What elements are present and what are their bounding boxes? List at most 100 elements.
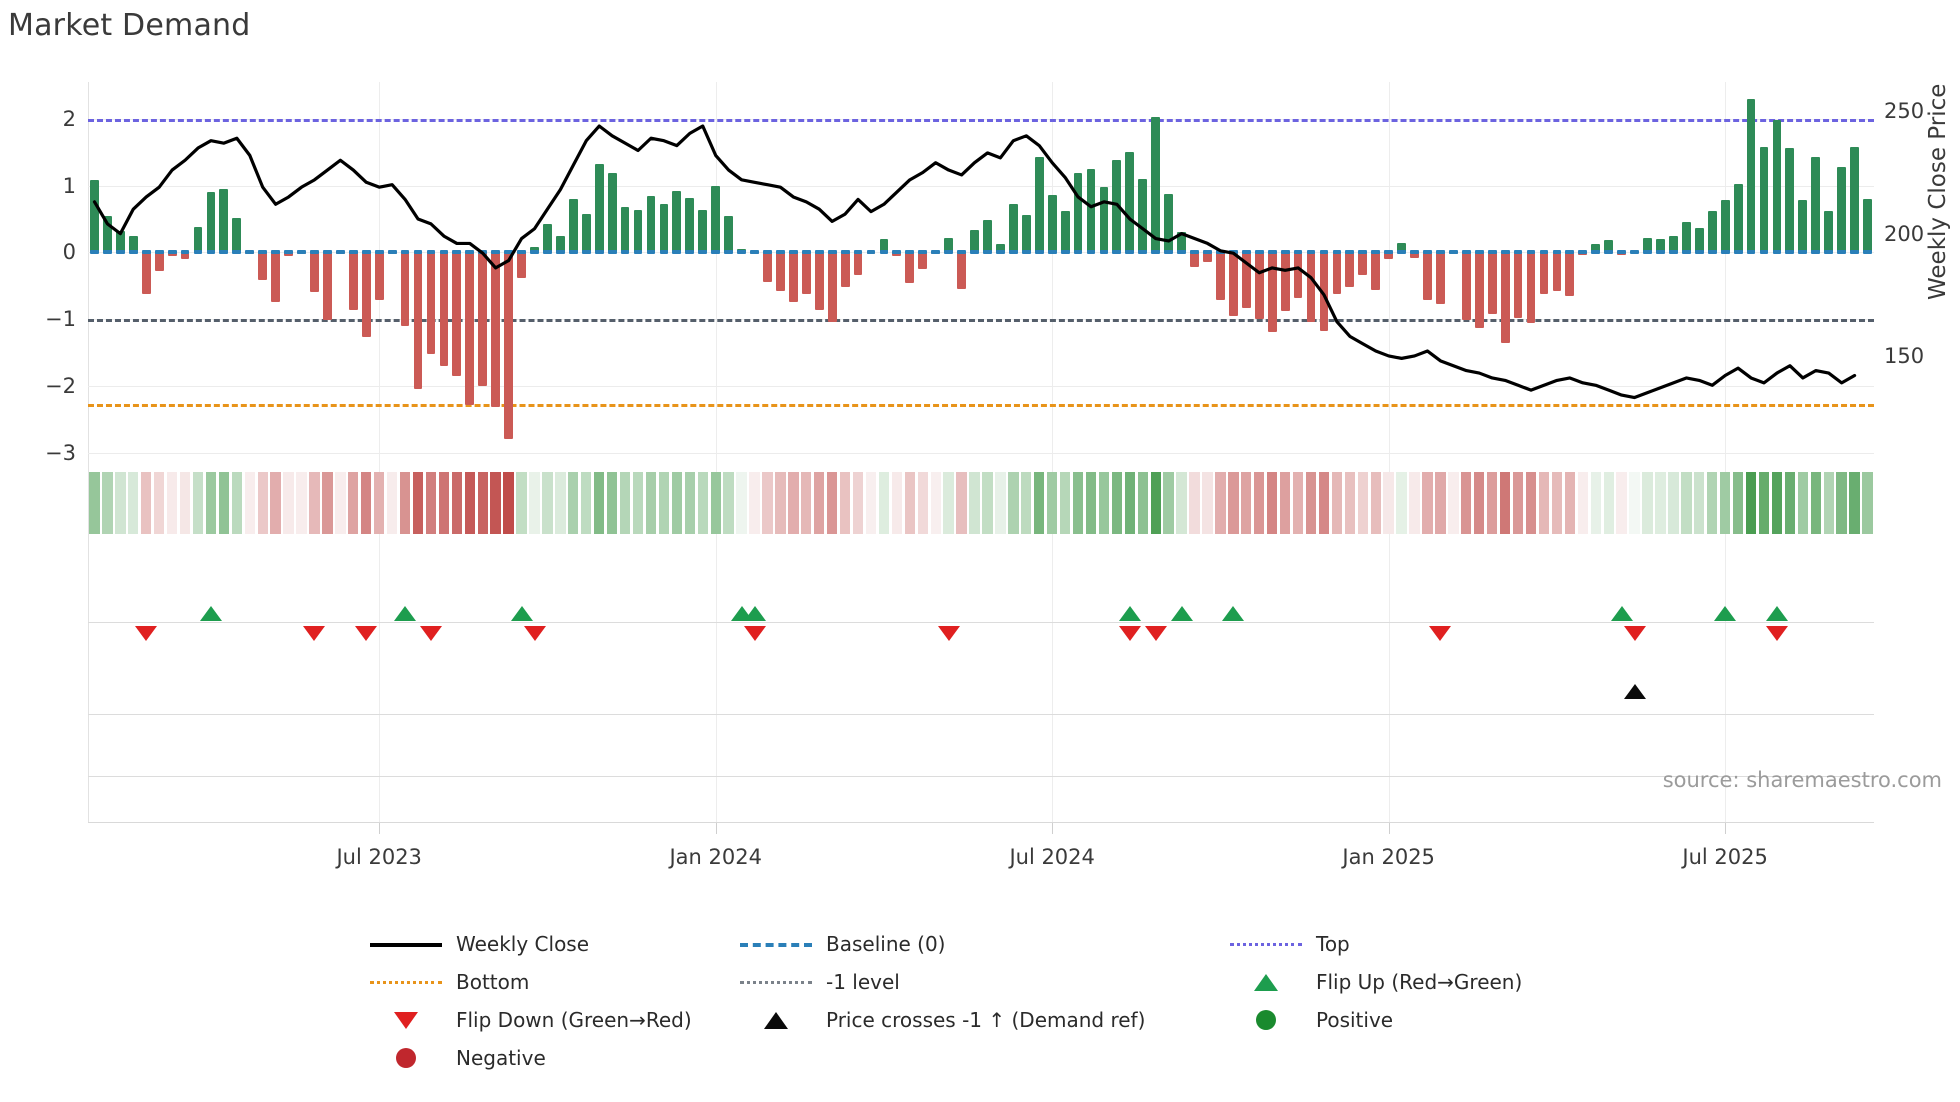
demand-bar	[996, 244, 1005, 253]
demand-bar	[128, 235, 138, 253]
heatmap-cell	[529, 472, 540, 534]
heatmap-cell	[154, 472, 165, 534]
demand-bar	[814, 252, 824, 310]
heatmap-cell	[1228, 472, 1239, 534]
legend-item[interactable]: Bottom	[370, 963, 740, 1001]
demand-bar	[530, 246, 539, 253]
demand-bar	[801, 252, 811, 294]
demand-bar	[1436, 252, 1445, 305]
demand-bar	[1733, 184, 1743, 253]
legend-item[interactable]: Flip Up (Red→Green)	[1230, 963, 1600, 1001]
heatmap-cell	[1202, 472, 1213, 534]
legend-item[interactable]: Negative	[370, 1039, 740, 1077]
reference-line-top	[88, 118, 1874, 122]
baseline-segment	[284, 250, 293, 255]
baseline-segment	[944, 250, 954, 255]
demand-bar	[1850, 146, 1859, 253]
baseline-segment	[711, 250, 721, 255]
heatmap-cell	[852, 472, 864, 534]
baseline-segment	[1863, 250, 1872, 255]
heatmap-cell	[1551, 472, 1563, 534]
demand-bar	[310, 252, 319, 293]
demand-bar	[1306, 252, 1316, 323]
baseline-segment	[1604, 250, 1614, 255]
flip-up-marker	[1170, 606, 1193, 621]
legend-item[interactable]: Weekly Close	[370, 925, 740, 963]
flip-up-marker	[1610, 606, 1633, 621]
demand-bar	[1241, 252, 1251, 309]
legend-item[interactable]: Baseline (0)	[740, 925, 1230, 963]
baseline-segment	[685, 250, 695, 255]
baseline-segment	[970, 250, 979, 255]
baseline-segment	[348, 250, 358, 255]
heatmap-cell	[477, 472, 488, 534]
heatmap-cell	[1292, 472, 1304, 534]
y-tick-right: 150	[1884, 343, 1925, 368]
demand-bar	[1423, 252, 1432, 301]
demand-heatmap-strip	[88, 472, 1874, 534]
legend-label: Flip Up (Red→Green)	[1316, 970, 1523, 994]
x-axis-rule	[88, 822, 1874, 823]
flip-down-marker	[1118, 626, 1141, 641]
heatmap-cell	[710, 472, 721, 534]
demand-bar	[517, 252, 526, 278]
baseline-segment	[788, 250, 798, 255]
heatmap-cell	[775, 472, 786, 534]
baseline-segment	[1746, 250, 1756, 255]
demand-bar	[970, 229, 979, 253]
heatmap-cell	[878, 472, 890, 534]
baseline-segment	[568, 250, 578, 255]
gridline-vertical	[379, 82, 381, 822]
legend-glyph	[370, 943, 442, 947]
baseline-segment	[1293, 250, 1303, 255]
baseline-segment	[724, 250, 734, 255]
demand-bar	[491, 252, 501, 408]
legend-glyph	[394, 1012, 418, 1029]
heatmap-cell	[1538, 472, 1550, 534]
baseline-segment	[245, 250, 255, 255]
baseline-segment	[517, 250, 526, 255]
legend-item[interactable]: Positive	[1230, 1001, 1600, 1039]
baseline-segment	[1772, 250, 1782, 255]
demand-bar	[607, 173, 617, 253]
demand-bar	[232, 217, 242, 253]
baseline-segment	[1047, 250, 1057, 255]
flip-up-marker	[743, 606, 766, 621]
legend-item[interactable]: Flip Down (Green→Red)	[370, 1001, 740, 1039]
demand-bar	[620, 206, 630, 253]
baseline-segment	[167, 250, 177, 255]
flip-down-marker	[355, 626, 378, 641]
heatmap-cell	[257, 472, 268, 534]
heatmap-cell	[1474, 472, 1485, 534]
legend-item[interactable]: Price crosses -1 ↑ (Demand ref)	[740, 1001, 1230, 1039]
baseline-segment	[1164, 250, 1174, 255]
heatmap-cell	[1784, 472, 1796, 534]
demand-bar	[1177, 232, 1186, 253]
baseline-segment	[103, 250, 112, 255]
demand-bar	[400, 252, 410, 326]
demand-bar	[1216, 252, 1225, 301]
heatmap-cell	[490, 472, 501, 534]
baseline-segment	[180, 250, 190, 255]
x-tick-mark	[1388, 822, 1390, 834]
baseline-segment	[154, 250, 164, 255]
heatmap-cell	[322, 472, 333, 534]
heatmap-cell	[1422, 472, 1433, 534]
signal-marker-panel	[88, 534, 1874, 822]
legend-item[interactable]: -1 level	[740, 963, 1230, 1001]
baseline-segment	[620, 250, 630, 255]
line-dot-gray-icon	[740, 972, 812, 992]
line-solid-black-icon	[370, 934, 442, 954]
legend-item[interactable]: Top	[1230, 925, 1600, 963]
demand-bar	[1539, 252, 1549, 294]
demand-bar	[1280, 252, 1290, 312]
demand-bar	[1500, 252, 1510, 344]
baseline-segment	[1720, 250, 1730, 255]
demand-bar	[1254, 252, 1264, 320]
demand-bar	[1190, 252, 1199, 267]
baseline-segment	[1487, 250, 1497, 255]
baseline-segment	[737, 250, 746, 255]
demand-bar	[1798, 200, 1808, 253]
baseline-segment	[1345, 250, 1355, 255]
x-tick-mark	[1725, 822, 1727, 834]
